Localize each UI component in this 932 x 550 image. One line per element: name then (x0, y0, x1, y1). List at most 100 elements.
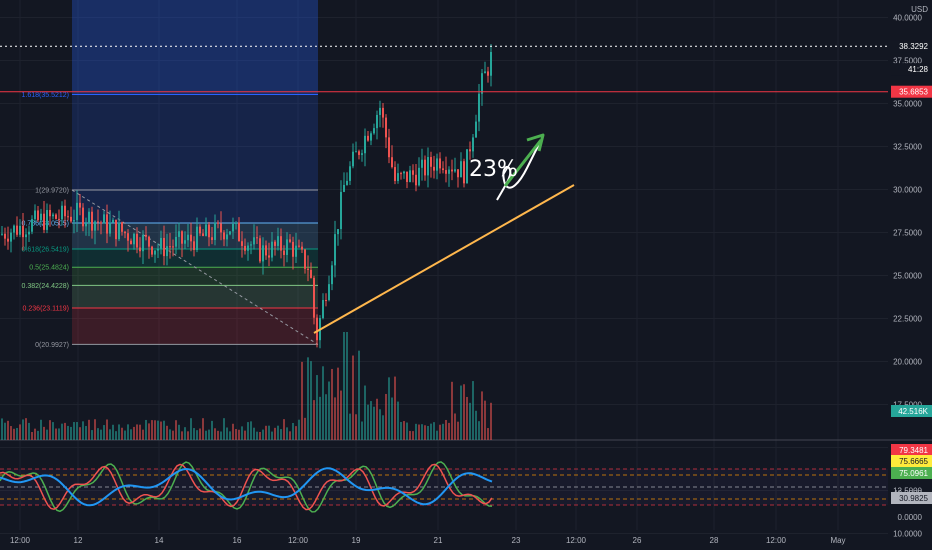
candle-body (454, 169, 456, 172)
candle-body (22, 225, 24, 238)
volume-bar (319, 396, 321, 440)
time-tick-label: 14 (155, 536, 164, 545)
volume-bar (70, 426, 72, 440)
volume-bar (64, 422, 66, 440)
volume-bar (82, 421, 84, 440)
volume-bar (163, 420, 165, 440)
candle-body (322, 300, 324, 319)
oscillator-badge (891, 467, 932, 479)
horizontal-lines[interactable] (0, 0, 888, 93)
drawings[interactable] (313, 133, 575, 334)
candle-body (112, 219, 114, 223)
candle-body (160, 237, 162, 249)
fib-level-label: 0.618(26.5419) (22, 246, 69, 253)
volume-bar (151, 420, 153, 440)
candlesticks (1, 43, 492, 349)
price-badge-text: 42.516K (898, 407, 928, 416)
volume-bars (1, 332, 492, 440)
candle-body (127, 233, 129, 241)
volume-bar (247, 422, 249, 440)
volume-bar (430, 423, 432, 440)
volume-bar (361, 421, 363, 440)
volume-bar (193, 428, 195, 440)
candle-body (244, 245, 246, 251)
candle-body (259, 238, 261, 262)
volume-bar (376, 398, 378, 440)
candle-body (325, 300, 327, 302)
volume-bar (481, 391, 483, 440)
fib-zone (72, 189, 318, 224)
candle-body (118, 222, 120, 240)
candle-body (412, 170, 414, 175)
volume-bar (208, 429, 210, 440)
time-tick-label: 23 (512, 536, 521, 545)
volume-bar (133, 426, 135, 440)
candle-body (58, 218, 60, 220)
candle-body (361, 153, 363, 155)
volume-bar (280, 429, 282, 440)
price-tick-label: 40.0000 (893, 14, 922, 23)
candle-body (415, 174, 417, 186)
volume-bar (343, 332, 345, 440)
volume-bar (385, 393, 387, 440)
fib-level-label: 0.236(23.1119) (23, 305, 69, 312)
candle-body (433, 166, 435, 171)
candle-body (445, 170, 447, 174)
candle-body (154, 250, 156, 255)
volume-bar (19, 424, 21, 440)
volume-bar (283, 419, 285, 440)
candle-body (64, 205, 66, 217)
volume-bar (28, 422, 30, 440)
volume-bar (142, 429, 144, 440)
candle-body (427, 157, 429, 176)
volume-bar (22, 419, 24, 440)
volume-bar (421, 424, 423, 440)
candle-body (247, 245, 249, 251)
candle-body (463, 161, 465, 184)
candle-body (385, 117, 387, 138)
volume-bar (187, 431, 189, 440)
candle-body (439, 158, 441, 169)
volume-bar (73, 422, 75, 440)
oscillator-badge (891, 455, 932, 467)
volume-bar (307, 357, 309, 440)
volume-bar (334, 397, 336, 440)
candle-body (25, 234, 27, 238)
price-tick-label: 10.0000 (893, 530, 922, 539)
volume-bar (169, 429, 171, 440)
time-axis[interactable]: 12:00 12 14 16 12:00 19 21 23 12:00 26 28 12:00 May (10, 536, 846, 545)
candle-body (301, 246, 303, 250)
fib-level-label: 0.5(25.4824) (29, 265, 69, 272)
price-axis[interactable]: USD57.500055.000052.500050.000047.500045… (891, 0, 932, 539)
candle-body (376, 114, 378, 129)
candle-body (313, 277, 315, 318)
candle-body (331, 265, 333, 285)
volume-bar (388, 377, 390, 440)
oscillator-badge-text: 79.3481 (899, 446, 928, 455)
volume-bar (469, 402, 471, 440)
volume-bar (238, 429, 240, 440)
candle-body (169, 246, 171, 248)
volume-bar (274, 427, 276, 440)
volume-bar (301, 361, 303, 440)
candle-body (274, 241, 276, 246)
candle-body (142, 234, 144, 252)
time-tick-label: 12 (74, 536, 83, 545)
volume-bar (61, 423, 63, 440)
volume-bar (148, 423, 150, 440)
volume-bar (91, 430, 93, 440)
volume-bar (454, 413, 456, 440)
oscillator-badge-text: 75.0961 (899, 469, 928, 478)
candle-body (67, 216, 69, 218)
candle-body (124, 231, 126, 234)
volume-bar (337, 367, 339, 440)
oscillator-line-fast (0, 461, 493, 513)
candle-body (10, 232, 12, 242)
candle-body (295, 245, 297, 257)
volume-bar (124, 430, 126, 440)
candle-body (196, 226, 198, 251)
candle-body (82, 207, 84, 227)
candle-body (487, 71, 489, 76)
candle-body (139, 247, 141, 252)
